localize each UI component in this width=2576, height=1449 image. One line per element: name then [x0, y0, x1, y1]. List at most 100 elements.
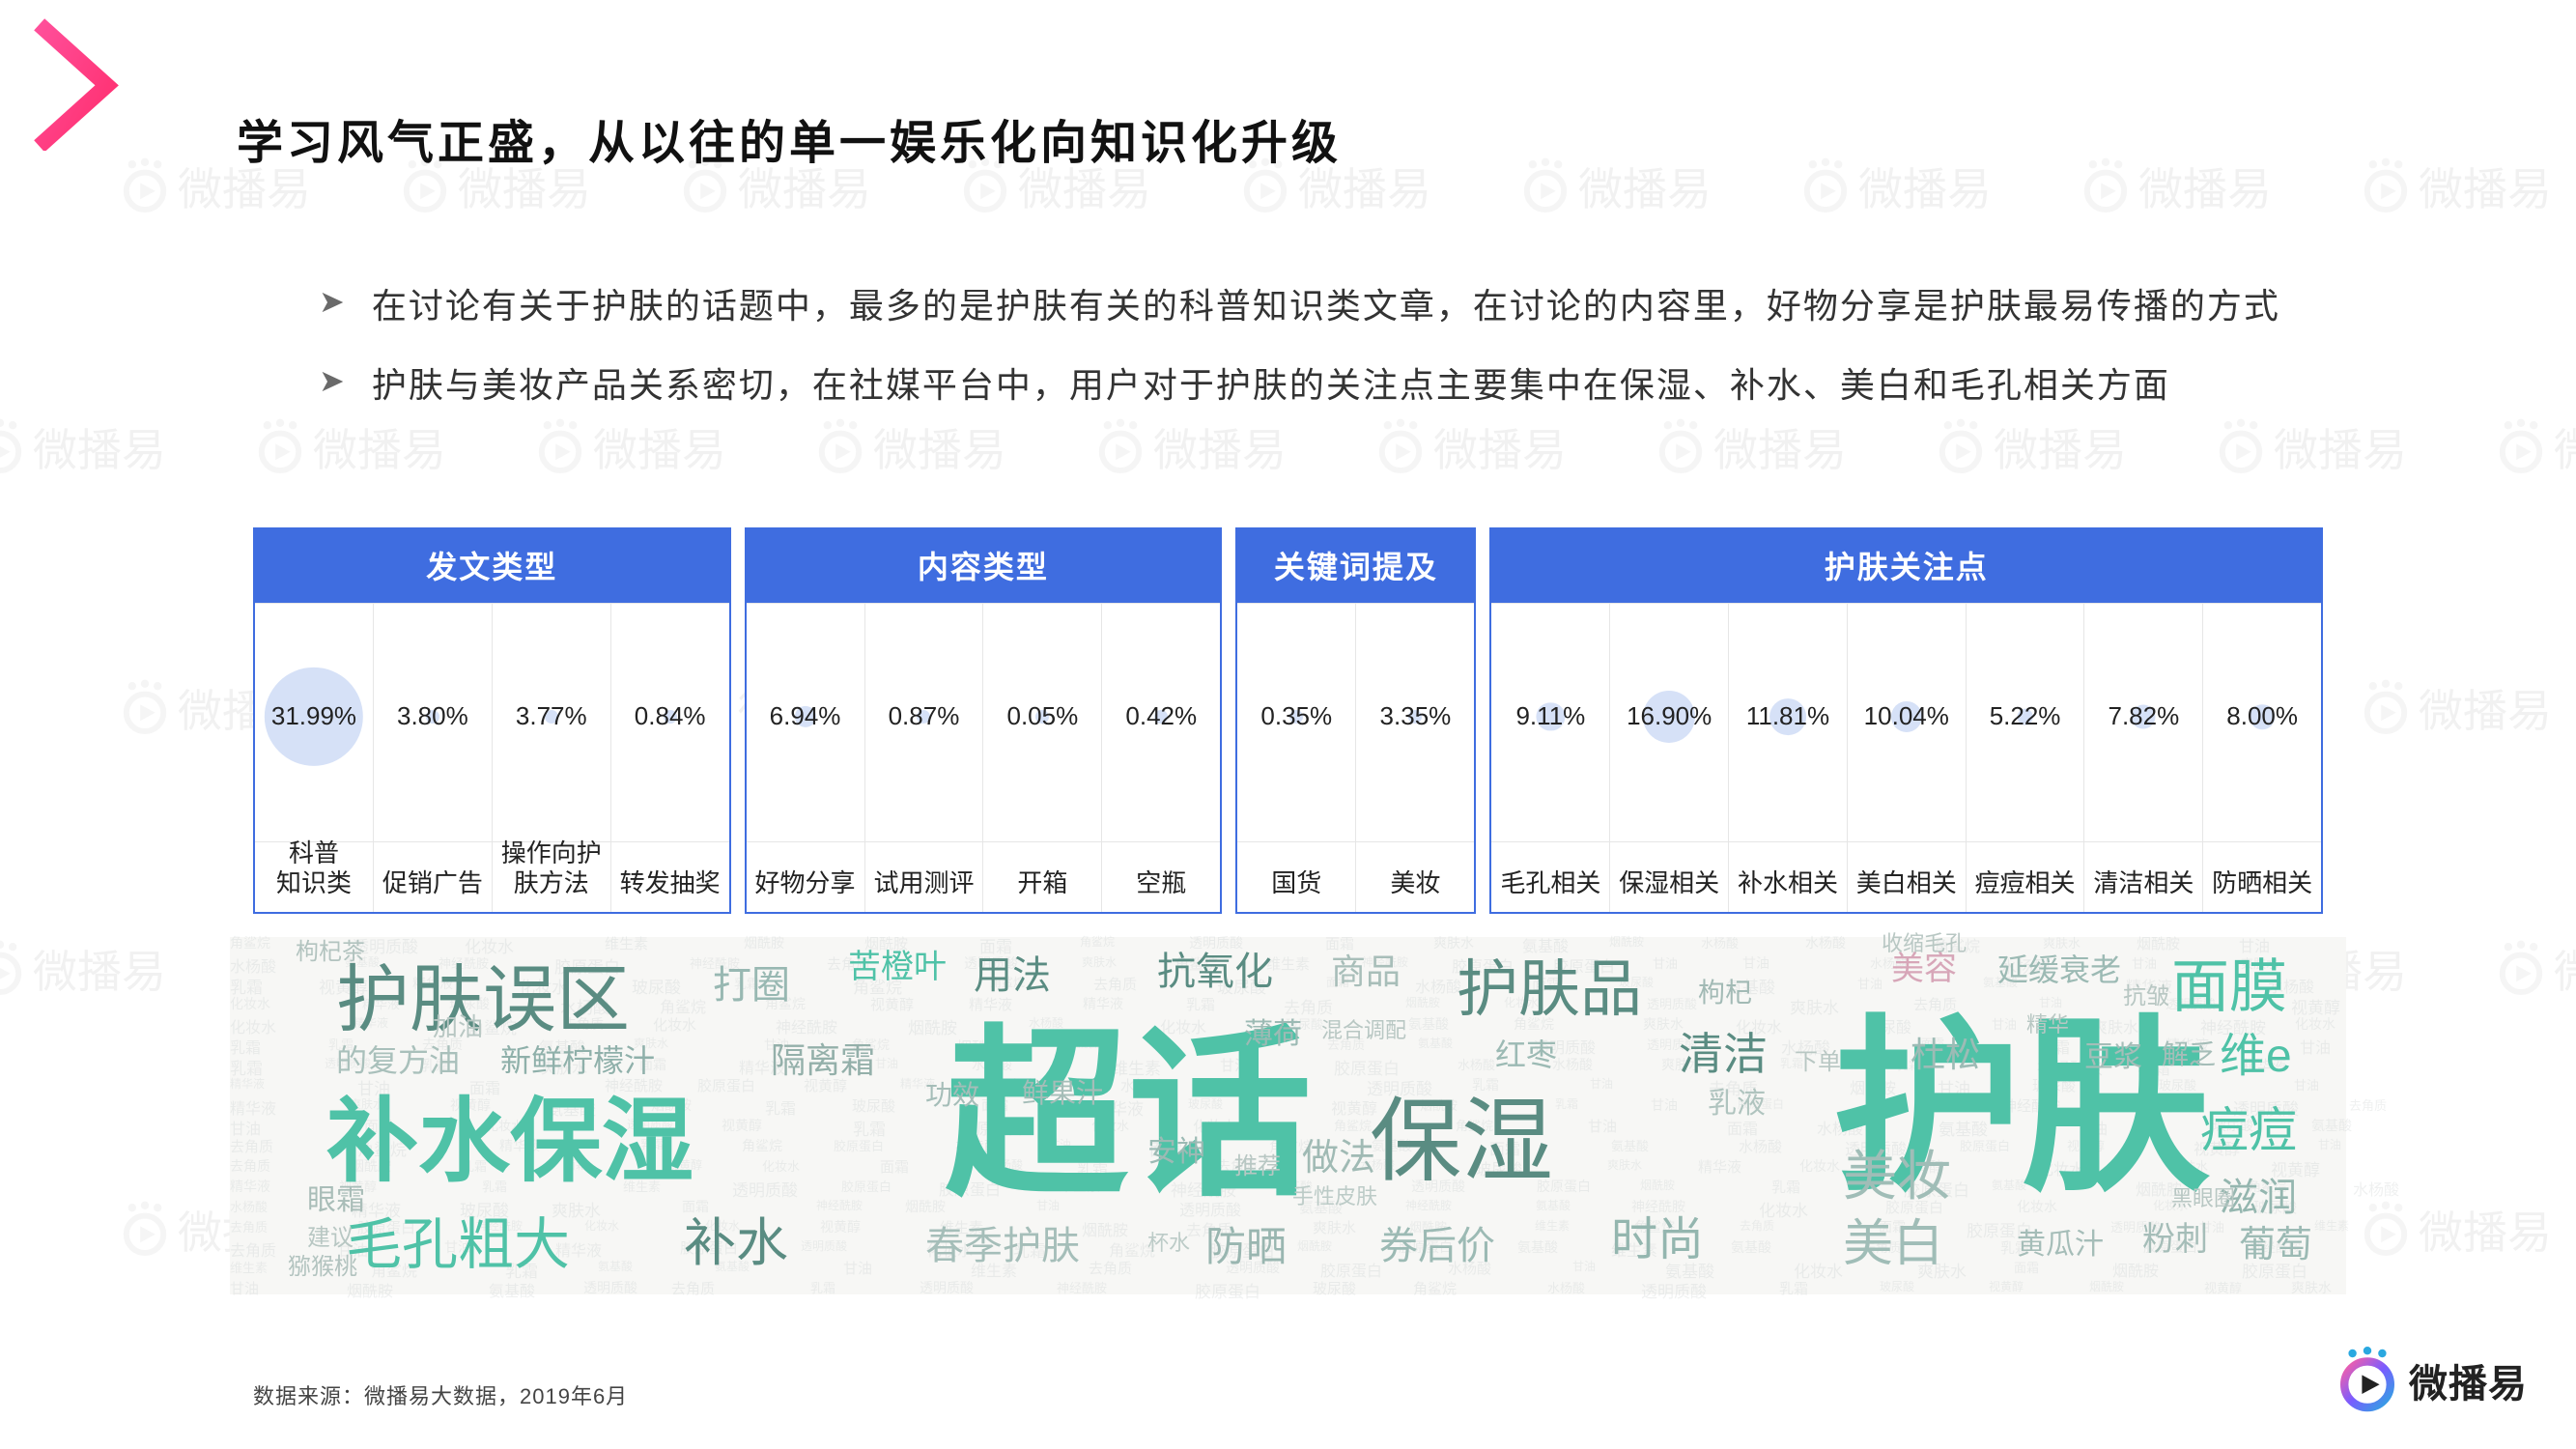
wordcloud-word: 隔离霜	[771, 1043, 875, 1078]
wordcloud-word: 清洁	[1679, 1032, 1768, 1076]
wordcloud-word: 面膜	[2171, 958, 2287, 1016]
chart-column: 3.35%美妆	[1355, 603, 1474, 912]
category-label: 好物分享	[755, 868, 856, 898]
category-label: 试用测评	[873, 868, 974, 898]
panel-body: 0.35% 国货 3.35%美妆	[1237, 603, 1474, 912]
page-title: 学习风气正盛，从以往的单一娱乐化向知识化升级	[237, 104, 1342, 172]
data-source: 数据来源：微播易大数据，2019年6月	[253, 1379, 628, 1410]
category-label: 促销广告	[382, 868, 483, 898]
wordcloud-word: 补水	[684, 1217, 788, 1269]
chart-column: 31.99%科普 知识类	[255, 603, 373, 912]
wordcloud-word: 粉刺	[2142, 1223, 2208, 1256]
wordcloud-word: 杜松	[1911, 1037, 1980, 1072]
category-label: 操作向护 肤方法	[501, 838, 602, 898]
wordcloud-word: 时尚	[1611, 1217, 1704, 1264]
value-label: 3.77%	[516, 701, 587, 731]
category-label: 美白相关	[1856, 868, 1957, 898]
category-label: 科普 知识类	[276, 838, 352, 898]
chart-column: 6.94%好物分享	[747, 603, 864, 912]
category-label: 保湿相关	[1619, 868, 1719, 898]
wordcloud-word: 痘痘	[2200, 1106, 2297, 1154]
wordcloud-word: 收缩毛孔	[1882, 933, 1967, 954]
wordcloud-word: 杯水	[1147, 1233, 1190, 1254]
bullet-text: 在讨论有关于护肤的话题中，最多的是护肤有关的科普知识类文章，在讨论的内容里，好物…	[372, 280, 2280, 332]
wordcloud-word: 防晒	[1205, 1227, 1287, 1267]
wordcloud-word: 护肤品	[1457, 958, 1642, 1020]
wordcloud-word: 功效	[925, 1082, 979, 1109]
chevron-right-icon: ➤	[319, 280, 345, 324]
chart-column: 0.35% 国货	[1237, 603, 1355, 912]
wordcloud-word: 红枣	[1495, 1039, 1557, 1070]
wordcloud-word: 黑眼圈	[2171, 1188, 2235, 1209]
wordcloud-word: 下单	[1795, 1051, 1841, 1074]
chart-panels: 发文类型31.99%科普 知识类3.80%促销广告3.77%操作向护 肤方法0.…	[253, 527, 2323, 914]
chart-column: 16.90% 保湿相关	[1609, 603, 1728, 912]
wordcloud-word: 做法	[1302, 1140, 1375, 1177]
wordcloud-word: 眼霜	[307, 1186, 365, 1215]
chart-column: 9.11%毛孔相关	[1491, 603, 1609, 912]
chart-column: 7.82%清洁相关	[2083, 603, 2202, 912]
wordcloud-word: 春季护肤	[925, 1227, 1080, 1265]
wordcloud-word: 薄荷	[1244, 1020, 1302, 1049]
wordcloud-word: 新鲜柠檬汁	[500, 1045, 655, 1076]
wordcloud-word: 精华	[2026, 1014, 2069, 1036]
category-label: 防晒相关	[2212, 868, 2312, 898]
value-label: 8.00%	[2226, 701, 2298, 731]
value-label: 9.11%	[1515, 701, 1585, 731]
value-label: 0.42%	[1125, 701, 1197, 731]
value-label: 0.87%	[889, 701, 960, 731]
value-label: 0.35%	[1260, 701, 1332, 731]
wordcloud-word: 苦橙叶	[848, 951, 947, 983]
bullet-list: ➤ 在讨论有关于护肤的话题中，最多的是护肤有关的科普知识类文章，在讨论的内容里，…	[319, 280, 2402, 439]
panel-header: 发文类型	[255, 529, 729, 603]
brand-logo: 微播易	[2334, 1347, 2528, 1414]
panel-header: 内容类型	[747, 529, 1221, 603]
chart-column: 5.22% 痘痘相关	[1966, 603, 2084, 912]
panel-body: 9.11%毛孔相关16.90%保湿相关11.81%补水相关10.04%美白相关5…	[1491, 603, 2321, 912]
wordcloud-word: 豆浆	[2084, 1043, 2142, 1072]
wordcloud-word: 解乏	[2162, 1041, 2216, 1068]
chart-column: 3.77% 操作向护 肤方法	[492, 603, 610, 912]
value-label: 3.35%	[1380, 701, 1452, 731]
wordcloud-word: 葡萄	[2239, 1227, 2312, 1264]
wordcloud-word: 打圈	[713, 966, 790, 1005]
wordcloud-word: 乳液	[1708, 1090, 1766, 1119]
value-label: 16.90%	[1627, 701, 1712, 731]
wordcloud-word: 毛孔粗大	[346, 1217, 570, 1273]
wordcloud: 角鲨烷透明质酸化妆水维生素烟酰胺烟酰胺面霜角鲨烷透明质酸面霜爽肤水氨基酸烟酰胺水…	[230, 937, 2346, 1294]
wordcloud-word: 用法	[974, 956, 1051, 995]
play-paw-icon	[2334, 1347, 2401, 1414]
value-label: 3.80%	[397, 701, 468, 731]
panel-body: 31.99%科普 知识类 3.80% 促销广告 3.77% 操作向护 肤方法0.84%转…	[255, 603, 729, 912]
chevron-right-icon: ➤	[319, 359, 345, 403]
chart-panel: 内容类型6.94%好物分享0.87%试用测评0.05%开箱0.42%空瓶	[745, 527, 1223, 914]
value-label: 0.05%	[1006, 701, 1078, 731]
chart-column: 3.80% 促销广告	[373, 603, 492, 912]
chart-column: 0.87% 试用测评	[864, 603, 983, 912]
wordcloud-word: 建议	[307, 1227, 354, 1250]
chart-column: 0.05%开箱	[982, 603, 1101, 912]
wordcloud-word: 鲜果汁	[1022, 1080, 1103, 1107]
wordcloud-word: 美妆	[1843, 1150, 1951, 1204]
wordcloud-word: 保湿	[1370, 1096, 1553, 1188]
value-label: 0.84%	[635, 701, 706, 731]
corner-chevron-icon	[0, 15, 129, 151]
wordcloud-word: 安神	[1147, 1138, 1205, 1167]
wordcloud-word: 的复方油	[336, 1045, 460, 1076]
category-label: 痘痘相关	[1975, 868, 2076, 898]
category-label: 国货	[1271, 868, 1321, 898]
wordcloud-word: 券后价	[1379, 1227, 1495, 1265]
wordcloud-word: 加油	[433, 1014, 483, 1039]
wordcloud-word: 美白	[1843, 1219, 1943, 1269]
value-label: 7.82%	[2108, 701, 2179, 731]
wordcloud-word: 手性皮肤	[1292, 1186, 1377, 1208]
wordcloud-word: 超话	[945, 1024, 1312, 1208]
value-label: 11.81%	[1746, 701, 1829, 731]
wordcloud-word: 推荐	[1234, 1155, 1281, 1179]
wordcloud-word: 抗氧化	[1157, 952, 1273, 991]
wordcloud-word: 补水保湿	[326, 1096, 694, 1188]
value-label: 5.22%	[1990, 701, 2061, 731]
wordcloud-word: 枸杞茶	[296, 941, 365, 964]
panel-body: 6.94%好物分享0.87%试用测评0.05%开箱0.42%空瓶	[747, 603, 1221, 912]
chart-column: 0.84%转发抽奖	[610, 603, 729, 912]
